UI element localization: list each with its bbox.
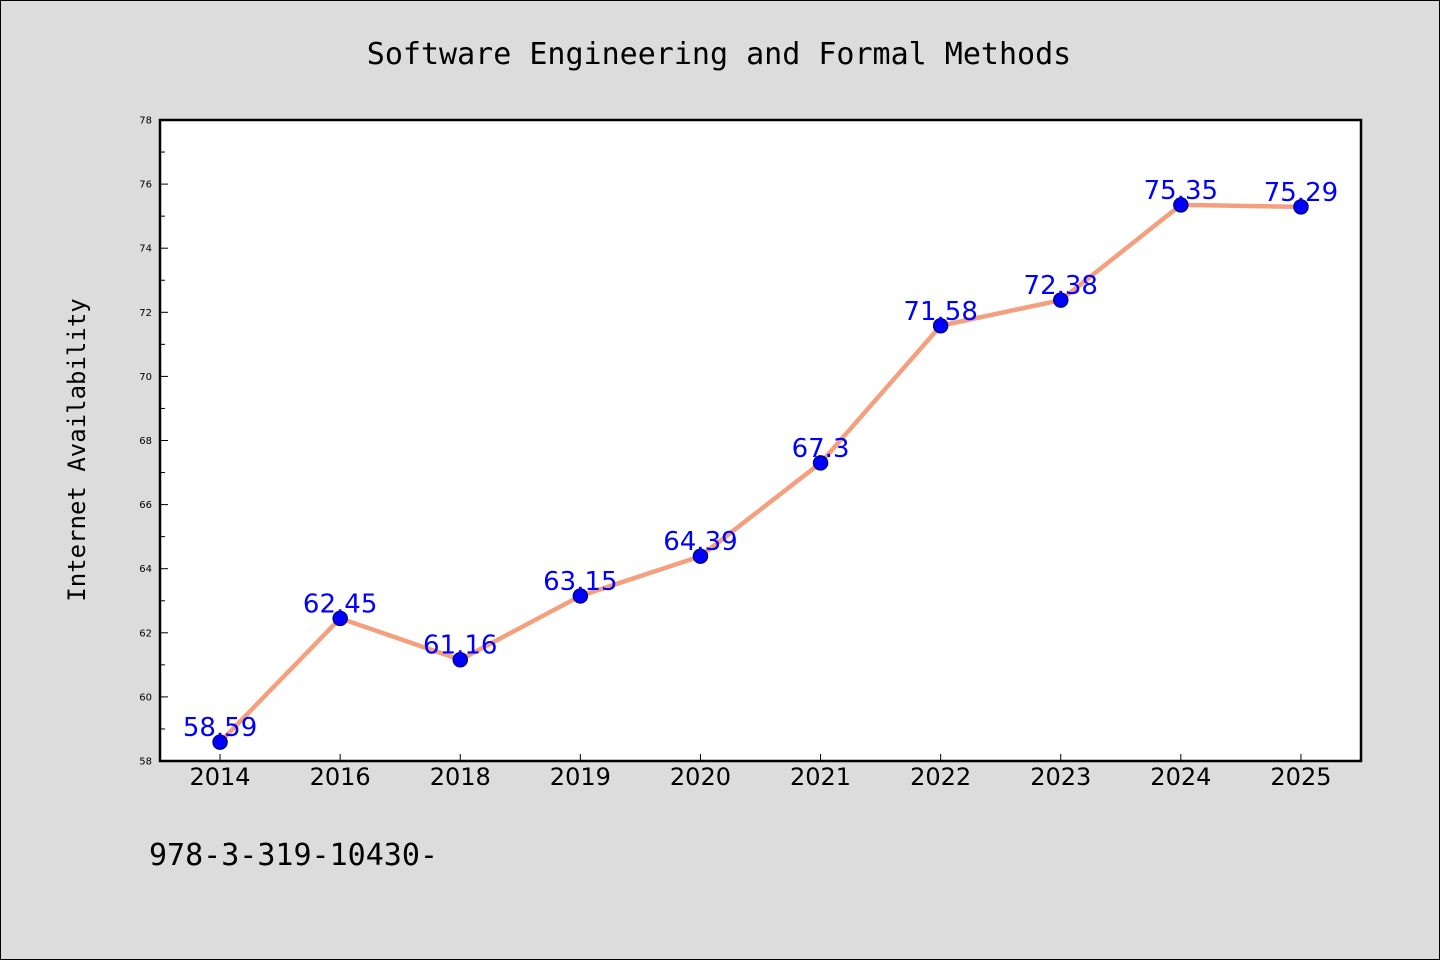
y-tick-label: 78 xyxy=(139,116,152,127)
data-label: 58.59 xyxy=(183,713,257,743)
data-label: 72.38 xyxy=(1024,271,1098,301)
data-label: 67.3 xyxy=(792,434,850,464)
y-tick-label: 64 xyxy=(139,564,152,575)
data-point xyxy=(452,651,468,668)
y-tick-label: 76 xyxy=(139,180,152,191)
data-point xyxy=(332,610,348,627)
y-axis: 58 60 62 64 66 68 70 72 74 76 78 xyxy=(139,116,168,768)
x-tick-label: 2022 xyxy=(910,763,971,791)
data-point xyxy=(812,455,829,471)
data-point xyxy=(1173,197,1189,213)
x-tick-label: 2014 xyxy=(190,763,251,791)
y-tick-label: 60 xyxy=(139,692,152,703)
data-point xyxy=(1053,292,1069,308)
data-label: 64.39 xyxy=(663,527,737,557)
data-label: 71.58 xyxy=(903,297,977,327)
data-label: 63.15 xyxy=(543,567,617,597)
y-axis-label: Internet Availability xyxy=(63,298,91,601)
y-tick-label: 62 xyxy=(139,628,152,639)
data-point xyxy=(692,548,709,564)
x-tick-label: 2021 xyxy=(790,763,851,791)
x-tick-label: 2018 xyxy=(430,763,491,791)
data-point xyxy=(932,318,949,334)
data-label: 75.35 xyxy=(1144,176,1218,206)
data-point xyxy=(212,734,228,750)
x-tick-label: 2016 xyxy=(310,763,371,791)
data-label: 62.45 xyxy=(303,589,377,619)
x-tick-label: 2019 xyxy=(550,763,611,791)
data-labels: 58.59 62.45 61.16 63.15 64.39 67.3 71.58 72.38 7… xyxy=(183,176,1338,743)
plot-area xyxy=(158,118,1363,763)
data-point xyxy=(1293,199,1309,215)
data-point xyxy=(572,588,589,604)
footnote: 978-3-319-10430- xyxy=(149,838,438,873)
data-label: 75.29 xyxy=(1264,178,1338,208)
y-tick-label: 72 xyxy=(139,308,152,319)
chart-title: Software Engineering and Formal Methods xyxy=(367,37,1071,72)
x-tick-label: 2020 xyxy=(670,763,731,791)
x-tick-label: 2024 xyxy=(1150,763,1211,791)
y-tick-label: 66 xyxy=(139,500,152,511)
data-label: 61.16 xyxy=(423,631,497,661)
x-axis: 2014 2016 2018 2019 2020 2021 2022 2023 2024 2025 xyxy=(190,754,1331,791)
series-line xyxy=(218,202,1301,744)
x-tick-label: 2025 xyxy=(1270,763,1331,791)
y-tick-label: 58 xyxy=(139,757,152,768)
data-points xyxy=(212,197,1309,750)
y-tick-label: 68 xyxy=(139,436,152,447)
y-tick-label: 74 xyxy=(139,244,152,255)
x-tick-label: 2023 xyxy=(1030,763,1091,791)
y-tick-label: 70 xyxy=(139,372,152,383)
